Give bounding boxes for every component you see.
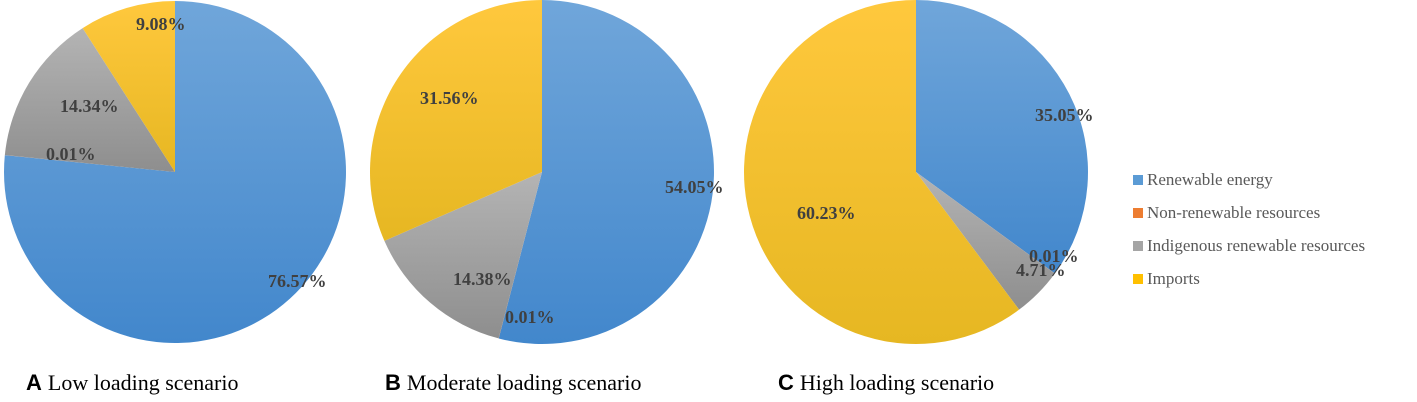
legend-swatch-non-renewable-resources (1133, 207, 1143, 218)
pie-chart-high-loading: 35.05% 0.01%4.71% 60.23% (744, 0, 1094, 345)
pie-slice-non-renewable-resources (916, 172, 1055, 274)
pie-slice-imports (82, 1, 175, 172)
caption-b: B Moderate loading scenario (385, 370, 641, 396)
caption-text: Low loading scenario (47, 370, 239, 395)
pie-slice-imports (744, 0, 1020, 345)
caption-text: Moderate loading scenario (406, 370, 642, 395)
panel-letter: C (778, 370, 794, 395)
data-label-non-renewable-resources: 0.01% (505, 307, 555, 327)
caption-c: C High loading scenario (778, 370, 994, 396)
legend-swatch-imports (1133, 273, 1143, 284)
pie-slice-indigenous-renewable-resources (4, 28, 175, 173)
data-label-imports: 31.56% (420, 88, 479, 108)
chart-legend: Renewable energy Non-renewable resources… (1133, 163, 1365, 295)
data-label-non-renewable-resources: 0.01% (46, 144, 96, 164)
pie-slice-indigenous-renewable-resources (916, 172, 1055, 310)
data-label-imports: 60.23% (797, 203, 856, 223)
pie-chart-low-loading: 76.57% 0.01% 14.34% 9.08% (4, 1, 347, 343)
data-label-renewable-energy: 35.05% (1035, 105, 1094, 125)
legend-item-non-renewable-resources: Non-renewable resources (1133, 196, 1365, 229)
pie-slice-non-renewable-resources (498, 172, 542, 339)
legend-swatch-renewable-energy (1133, 174, 1143, 185)
panel-letter: A (26, 370, 42, 395)
legend-item-indigenous-renewable-resources: Indigenous renewable resources (1133, 229, 1365, 262)
pie-slice-indigenous-renewable-resources (384, 172, 542, 339)
legend-label: Indigenous renewable resources (1147, 235, 1366, 255)
data-label-indigenous-renewable-resources: 14.34% (60, 96, 119, 116)
pie-slice-renewable-energy (498, 0, 715, 344)
legend-label: Imports (1147, 268, 1200, 288)
data-label-indigenous-renewable-resources: 4.71% (1016, 260, 1066, 280)
caption-a: A Low loading scenario (26, 370, 239, 396)
data-label-renewable-energy: 54.05% (665, 177, 724, 197)
panel-letter: B (385, 370, 401, 395)
pie-slice-non-renewable-resources (4, 155, 175, 172)
legend-item-imports: Imports (1133, 262, 1365, 295)
pie-slice-imports (369, 0, 542, 241)
legend-swatch-indigenous-renewable-resources (1133, 240, 1143, 251)
legend-item-renewable-energy: Renewable energy (1133, 163, 1365, 196)
pie-chart-moderate-loading: 54.05% 0.01% 14.38% 31.56% (369, 0, 724, 344)
data-label-indigenous-renewable-resources: 14.38% (453, 269, 512, 289)
pie-slice-renewable-energy (916, 0, 1088, 274)
data-label-imports: 9.08% (136, 14, 186, 34)
data-label-non-renewable-resources: 0.01% (1029, 246, 1079, 266)
caption-text: High loading scenario (799, 370, 995, 395)
data-label-renewable-energy: 76.57% (268, 271, 327, 291)
legend-label: Non-renewable resources (1147, 202, 1321, 222)
legend-label: Renewable energy (1147, 169, 1273, 189)
